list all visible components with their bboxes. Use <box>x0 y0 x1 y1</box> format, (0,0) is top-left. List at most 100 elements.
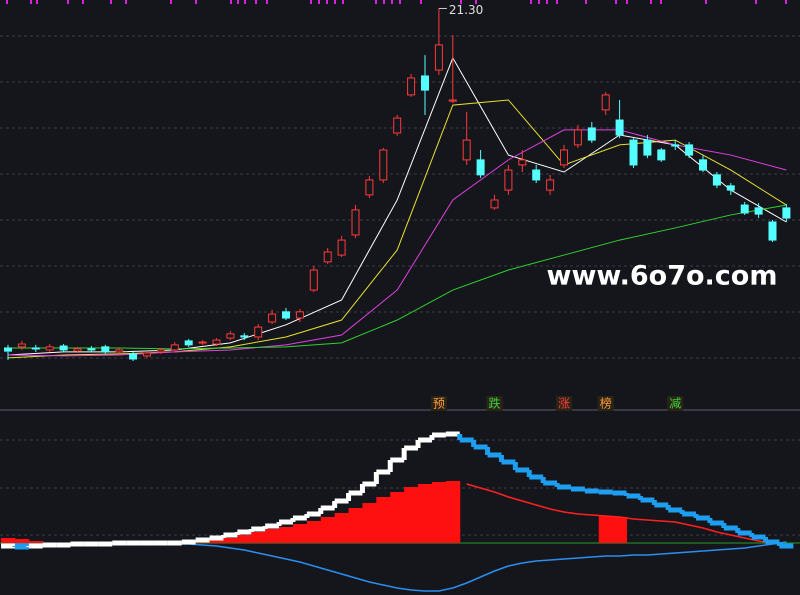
histogram-bar <box>376 497 391 543</box>
histogram-bar <box>265 529 280 543</box>
candle-body <box>226 333 235 339</box>
signal-bg <box>486 396 503 411</box>
candle-body <box>309 269 318 291</box>
candle-body <box>240 335 249 338</box>
candle-body <box>490 199 499 209</box>
candle-body <box>45 346 54 351</box>
candle-body <box>546 179 555 191</box>
candle-body <box>421 75 429 91</box>
signal-label: 减 <box>669 397 681 411</box>
candle-body <box>643 139 652 156</box>
candle-body <box>712 174 721 186</box>
candle-body <box>393 117 402 134</box>
candle-body <box>476 159 485 176</box>
indicator-line <box>466 483 787 546</box>
candle-body <box>615 119 624 136</box>
high-label: 21.30 <box>449 3 483 17</box>
candle-body <box>560 149 568 166</box>
signal-bg <box>597 396 614 411</box>
histogram-bar <box>612 517 628 543</box>
candle-body <box>143 352 151 357</box>
candle-body <box>434 44 443 71</box>
moving-average <box>7 99 787 359</box>
candle-body <box>87 348 96 351</box>
candle-body <box>573 129 582 146</box>
candle-body <box>379 149 388 181</box>
candle-body <box>726 185 735 191</box>
moving-average <box>8 204 787 350</box>
candle-body <box>754 207 763 215</box>
candle-body <box>295 311 304 319</box>
candle-body <box>115 349 124 353</box>
signal-bg <box>556 396 572 411</box>
candle-body <box>768 221 777 241</box>
histogram-bar <box>445 481 461 543</box>
histogram-bar <box>279 527 294 543</box>
histogram-bar <box>223 538 238 543</box>
candle-body <box>518 159 527 166</box>
candle-body <box>685 144 694 156</box>
candle-body <box>740 204 749 214</box>
histogram-bar <box>28 541 44 543</box>
histogram-bar <box>292 524 308 543</box>
moving-average <box>7 129 787 357</box>
histogram-bar <box>209 540 224 543</box>
candle-body <box>699 159 707 171</box>
signal-label: 榜 <box>600 396 612 411</box>
histogram-bar <box>306 521 322 543</box>
candle-body <box>73 348 82 352</box>
candle-body <box>462 139 471 161</box>
candle-body <box>504 169 513 191</box>
candle-body <box>59 345 68 351</box>
histogram-bar <box>404 487 419 543</box>
candle-body <box>31 347 40 350</box>
candle-body <box>657 149 666 161</box>
candle-body <box>351 209 360 236</box>
histogram-bar <box>237 535 252 543</box>
candle-body <box>337 239 346 256</box>
candle-body <box>4 347 12 352</box>
histogram-bar <box>418 484 433 543</box>
candle-body <box>170 344 179 351</box>
candle-body <box>629 139 638 166</box>
candle-body <box>365 179 374 196</box>
candle-body <box>101 346 110 353</box>
histogram-bar <box>251 532 266 543</box>
histogram-bar <box>348 508 363 543</box>
watermark: www.6o7o.com <box>547 261 778 292</box>
histogram-bar <box>1 538 16 543</box>
candle-body <box>782 207 791 219</box>
candle-body <box>198 341 207 344</box>
histogram-bar <box>362 503 377 543</box>
histogram-bar <box>14 539 30 543</box>
candle-body <box>212 339 221 345</box>
candle-body <box>129 353 138 360</box>
candle-body <box>254 326 263 338</box>
signal-label: 涨 <box>558 396 570 411</box>
candle-body <box>407 77 416 96</box>
candle-body <box>323 251 332 263</box>
histogram-bar <box>320 517 336 543</box>
candle-body <box>448 99 457 102</box>
candle-body <box>587 127 596 141</box>
candle-body <box>671 144 680 147</box>
signal-bg <box>667 396 684 411</box>
signal-label: 跌 <box>488 396 500 411</box>
signal-bg <box>430 396 447 411</box>
candle-body <box>17 343 26 348</box>
top-markers <box>6 0 787 4</box>
candle-body <box>532 169 541 181</box>
candle-body <box>268 313 277 323</box>
signal-label: 预 <box>433 397 445 411</box>
histogram-bar <box>390 492 405 543</box>
candle-body <box>184 340 193 346</box>
histogram-bar <box>431 482 447 543</box>
histogram-bar <box>598 516 614 543</box>
histogram-bar <box>334 513 350 543</box>
candle-body <box>282 311 290 319</box>
grid <box>0 35 800 536</box>
candle-body <box>601 94 610 111</box>
candle-body <box>156 349 165 353</box>
